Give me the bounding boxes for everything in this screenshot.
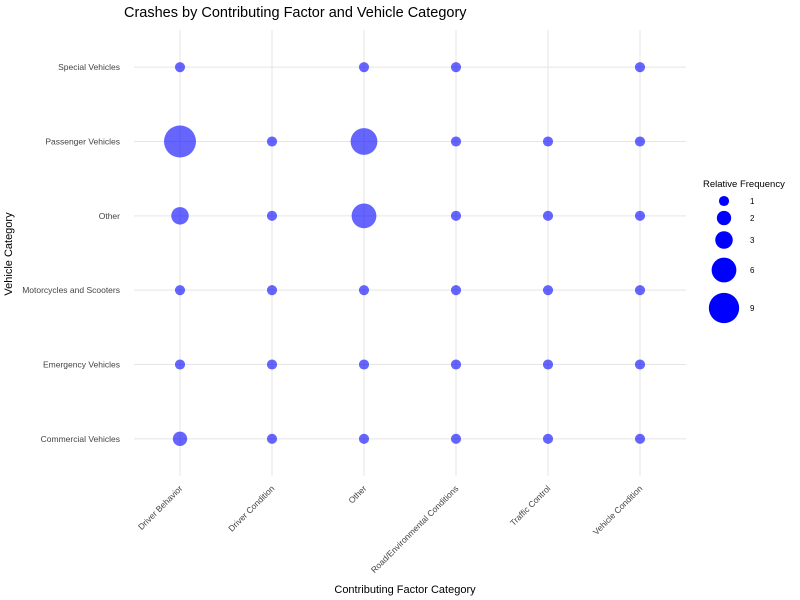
- data-point: [266, 433, 278, 444]
- data-point: [634, 285, 646, 296]
- data-point: [266, 136, 278, 147]
- x-axis-title: Contributing Factor Category: [334, 584, 476, 596]
- data-point: [634, 433, 646, 444]
- data-point: [450, 433, 462, 444]
- x-tick-label: Driver Condition: [226, 483, 276, 533]
- data-points: [164, 62, 646, 446]
- data-point: [450, 285, 462, 296]
- data-point: [358, 359, 370, 370]
- legend-key-label: 6: [750, 266, 755, 275]
- data-point: [542, 285, 554, 296]
- x-tick-label: Driver Behavior: [136, 483, 185, 532]
- chart-title: Crashes by Contributing Factor and Vehic…: [124, 5, 467, 21]
- data-point: [450, 359, 462, 370]
- y-tick-label: Other: [99, 211, 120, 221]
- legend-key-circle: [711, 257, 737, 283]
- data-point: [450, 136, 462, 147]
- data-point: [266, 359, 278, 370]
- data-point: [164, 125, 196, 158]
- legend-key-circle: [718, 195, 730, 207]
- data-point: [358, 285, 370, 296]
- x-tick-label: Traffic Control: [508, 483, 553, 528]
- legend-key-label: 3: [750, 236, 755, 245]
- y-tick-labels: Commercial Vehicles Emergency Vehicles Mot…: [22, 62, 120, 444]
- size-legend: Relative Frequency 1 2 3 6 9: [703, 179, 785, 324]
- data-point: [634, 62, 646, 73]
- data-point: [174, 359, 186, 370]
- x-tick-label: Vehicle Condition: [591, 483, 645, 537]
- x-tick-labels: Driver Behavior Driver Condition Other Road…: [136, 483, 645, 575]
- legend-key-label: 2: [750, 214, 755, 223]
- data-point: [358, 433, 370, 444]
- y-tick-label: Commercial Vehicles: [41, 434, 120, 444]
- legend-key-circle: [708, 292, 740, 324]
- x-tick-label: Other: [346, 483, 368, 505]
- data-point: [350, 128, 378, 155]
- y-tick-label: Special Vehicles: [58, 62, 120, 72]
- y-axis-title: Vehicle Category: [3, 212, 15, 296]
- data-point: [634, 359, 646, 370]
- legend-key-circle: [715, 231, 733, 249]
- legend-key-label: 9: [750, 304, 755, 313]
- data-point: [634, 136, 646, 147]
- legend-title: Relative Frequency: [703, 179, 785, 190]
- data-point: [171, 207, 189, 225]
- x-tick-label: Road/Environmental Conditions: [369, 483, 461, 575]
- data-point: [542, 210, 554, 221]
- data-point: [174, 62, 186, 73]
- legend-key-circle: [716, 210, 732, 226]
- data-point: [172, 431, 188, 446]
- data-point: [266, 210, 278, 221]
- grid-lines: [134, 30, 686, 476]
- data-point: [358, 62, 370, 73]
- data-point: [542, 136, 554, 147]
- data-point: [266, 285, 278, 296]
- data-point: [542, 433, 554, 444]
- data-point: [634, 210, 646, 221]
- legend-key-label: 1: [750, 197, 755, 206]
- y-tick-label: Passenger Vehicles: [45, 137, 120, 147]
- data-point: [450, 62, 462, 73]
- data-point: [450, 210, 462, 221]
- data-point: [351, 203, 377, 229]
- data-point: [174, 285, 186, 296]
- y-tick-label: Motorcycles and Scooters: [22, 285, 120, 295]
- data-point: [542, 359, 554, 370]
- y-tick-label: Emergency Vehicles: [43, 360, 120, 370]
